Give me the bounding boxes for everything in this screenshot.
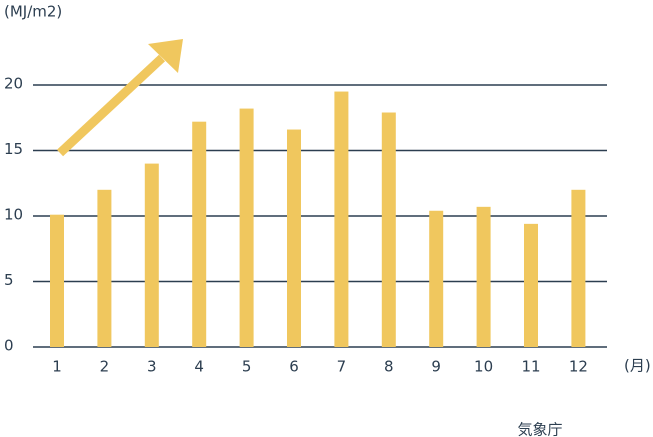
bar bbox=[239, 108, 254, 347]
bar bbox=[571, 189, 586, 347]
bar bbox=[429, 210, 444, 347]
bar bbox=[287, 129, 301, 347]
bar bbox=[97, 189, 112, 347]
source: 気象庁 bbox=[517, 421, 562, 437]
x-tick-label: 3 bbox=[147, 358, 157, 376]
bar bbox=[50, 214, 64, 347]
x-tick-label: 9 bbox=[431, 358, 441, 376]
x-tick-label: 10 bbox=[474, 358, 493, 376]
y-axis-label: (MJ/m2) bbox=[4, 3, 62, 21]
y-tick-label: 15 bbox=[4, 140, 23, 158]
x-tick-label: 7 bbox=[337, 358, 347, 376]
x-tick-label: 1 bbox=[52, 358, 62, 376]
bar bbox=[192, 121, 207, 348]
trend-arrow bbox=[56, 39, 183, 157]
x-tick-label: 12 bbox=[569, 358, 588, 376]
x-tick-label: 5 bbox=[242, 358, 252, 376]
bar bbox=[144, 163, 159, 347]
y-tick-label: 20 bbox=[4, 75, 23, 93]
x-tick-label: 6 bbox=[289, 358, 299, 376]
x-tick-label: 8 bbox=[384, 358, 394, 376]
y-tick-label: 10 bbox=[4, 206, 23, 224]
x-axis-label: (月) bbox=[624, 357, 651, 375]
y-tick-label: 0 bbox=[4, 337, 14, 355]
bar bbox=[476, 206, 491, 347]
bar bbox=[524, 223, 538, 347]
x-tick-label: 11 bbox=[521, 358, 540, 376]
x-tick-label: 4 bbox=[194, 358, 204, 376]
bar bbox=[381, 112, 396, 347]
x-tick-label: 2 bbox=[100, 358, 110, 376]
y-tick-label: 5 bbox=[4, 271, 14, 289]
bar bbox=[334, 91, 349, 347]
